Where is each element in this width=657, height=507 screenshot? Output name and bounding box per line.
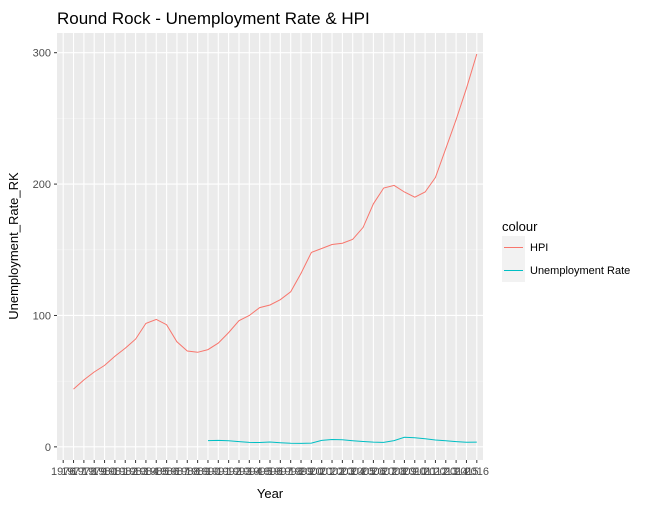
x-tick-label: 2000: [299, 466, 323, 478]
x-tick-label: 2012: [423, 466, 447, 478]
x-tick-label: 1976: [51, 466, 75, 478]
y-axis: 0 100 200 300: [33, 48, 57, 454]
x-tick-label: 1986: [154, 466, 178, 478]
x-tick-label: 2013: [434, 466, 458, 478]
x-tick-label: 1984: [134, 466, 158, 478]
legend-items: HPI Unemployment Rate: [502, 236, 630, 282]
x-tick-label: 1999: [289, 466, 313, 478]
x-axis: 1976197719781979198019811982198319841985…: [51, 460, 489, 478]
chart-title: Round Rock - Unemployment Rate & HPI: [57, 9, 370, 28]
x-tick-label: 1988: [175, 466, 199, 478]
x-tick-label: 2007: [371, 466, 395, 478]
x-tick-label: 2016: [465, 466, 489, 478]
y-tick-label: 0: [45, 442, 51, 454]
gridlines: [57, 33, 483, 460]
x-tick-label: 1985: [144, 466, 168, 478]
x-tick-label: 2008: [382, 466, 406, 478]
x-tick-label: 2010: [403, 466, 427, 478]
x-tick-label: 1980: [92, 466, 116, 478]
legend-label: Unemployment Rate: [530, 265, 630, 277]
x-tick-label: 1990: [196, 466, 220, 478]
x-tick-label: 1979: [82, 466, 106, 478]
x-tick-label: 1981: [103, 466, 127, 478]
x-tick-label: 1994: [237, 466, 261, 478]
series-line-0: [73, 53, 478, 390]
x-axis-title: Year: [257, 486, 284, 501]
x-tick-label: 2005: [351, 466, 375, 478]
x-tick-label: 1992: [216, 466, 240, 478]
y-axis-title: Unemployment_Rate_RK: [6, 172, 21, 320]
legend-label: HPI: [530, 242, 548, 254]
series-group: [73, 53, 478, 444]
x-tick-label: 1983: [123, 466, 147, 478]
x-tick-label: 2015: [454, 466, 478, 478]
x-tick-label: 1993: [227, 466, 251, 478]
x-tick-label: 2011: [413, 466, 437, 478]
y-tick-label: 300: [33, 48, 51, 60]
x-tick-label: 1995: [247, 466, 271, 478]
x-tick-label: 1996: [258, 466, 282, 478]
x-tick-label: 1982: [113, 466, 137, 478]
x-tick-label: 1997: [268, 466, 292, 478]
y-tick-label: 200: [33, 179, 51, 191]
legend-title: colour: [502, 219, 538, 234]
x-tick-label: 2006: [361, 466, 385, 478]
x-tick-label: 2009: [392, 466, 416, 478]
x-tick-label: 1989: [185, 466, 209, 478]
y-tick-label: 100: [33, 310, 51, 322]
x-tick-label: 1987: [165, 466, 189, 478]
x-tick-label: 2001: [309, 466, 333, 478]
x-tick-label: 1978: [72, 466, 96, 478]
x-tick-label: 2014: [444, 466, 468, 478]
x-tick-label: 2003: [330, 466, 354, 478]
x-tick-label: 2004: [340, 466, 364, 478]
x-tick-label: 1991: [206, 466, 230, 478]
legend: colour HPI Unemployment Rate: [502, 219, 630, 282]
series-line-1: [207, 436, 477, 444]
x-tick-label: 1977: [61, 466, 85, 478]
x-tick-label: 1998: [278, 466, 302, 478]
x-tick-label: 2002: [320, 466, 344, 478]
